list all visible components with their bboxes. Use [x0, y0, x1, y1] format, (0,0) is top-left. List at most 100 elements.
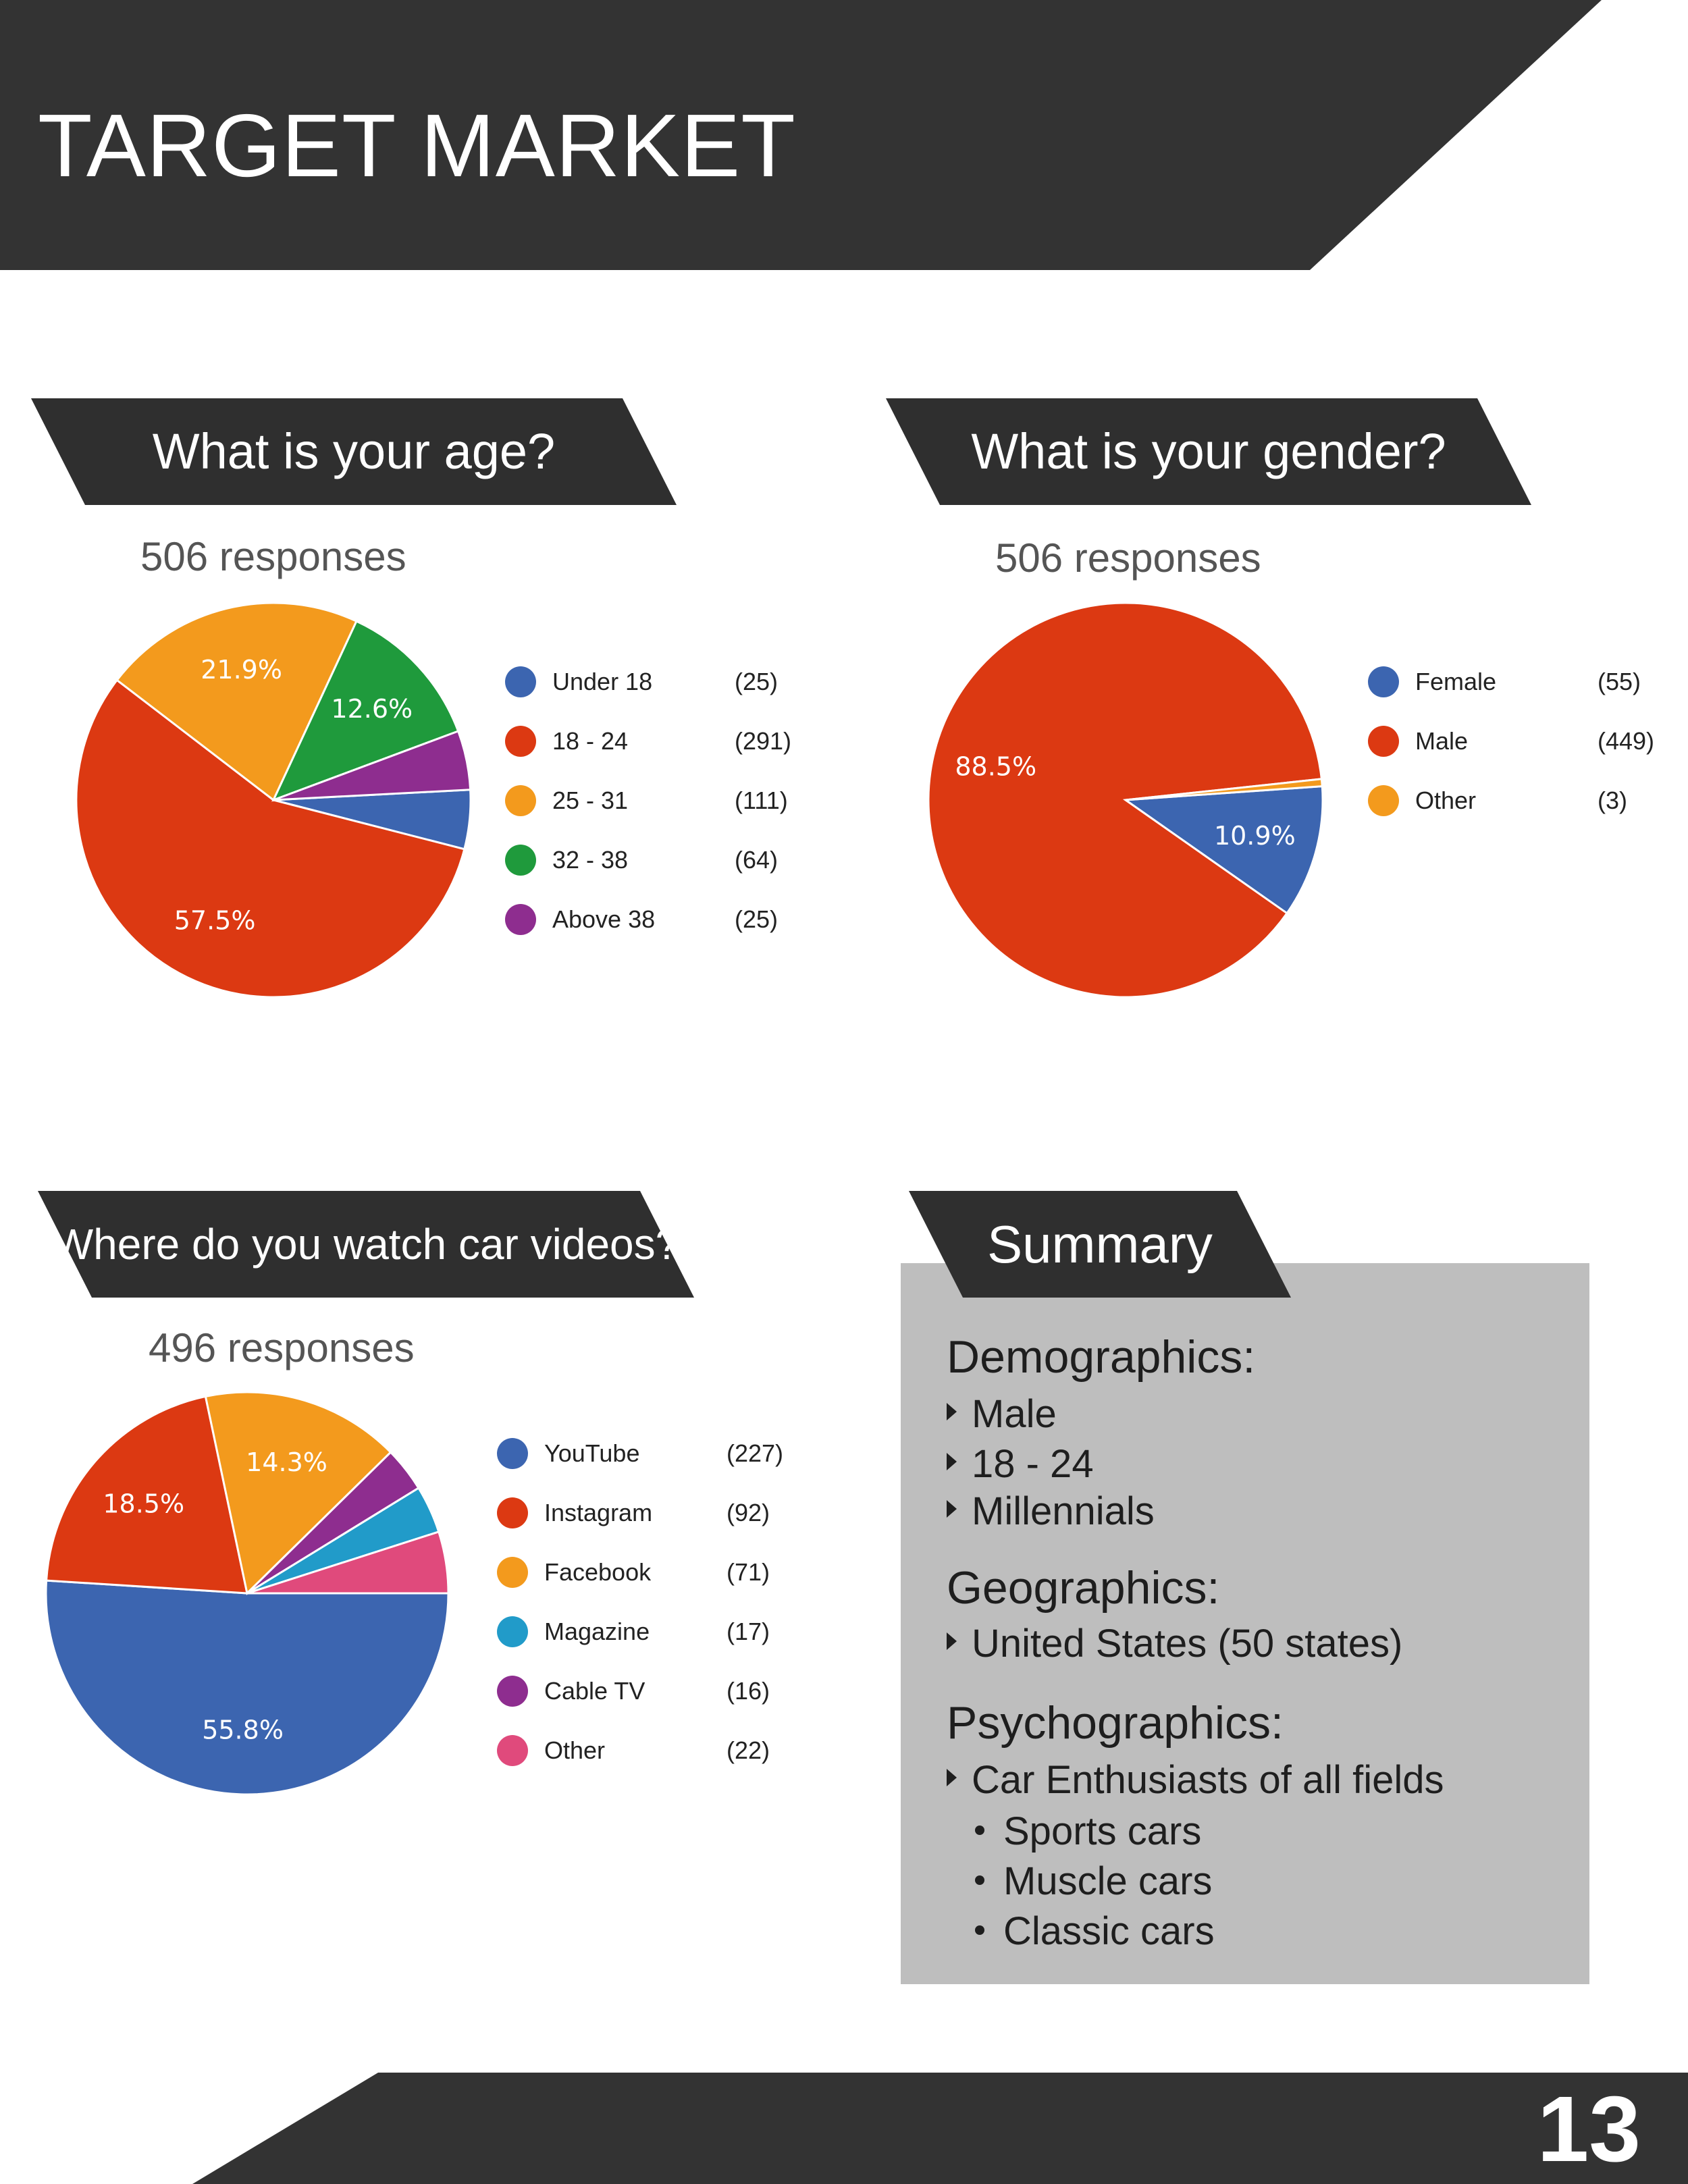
pie-slice-female: [1122, 785, 1324, 915]
legend-label: Magazine: [544, 1618, 650, 1645]
psychographics-subitem: Sports cars: [975, 1809, 1201, 1854]
triangle-bullet-icon: [947, 1453, 957, 1470]
pie-slice-32-38: [271, 620, 460, 802]
legend-swatch-icon: [497, 1616, 528, 1647]
triangle-bullet-icon: [947, 1500, 957, 1518]
pie-percent-label: 57.5%: [174, 906, 256, 936]
legend-swatch-icon: [497, 1557, 528, 1588]
legend-label: 18 - 24: [552, 727, 629, 755]
pie-percent-label: 18.5%: [103, 1489, 184, 1518]
legend-count: (17): [727, 1618, 770, 1645]
psychographics-item: Car Enthusiasts of all fields: [947, 1757, 1444, 1803]
legend-count: (25): [735, 905, 779, 933]
demographics-item: 18 - 24: [947, 1441, 1094, 1487]
pie-slice-other: [1125, 778, 1323, 801]
legend-item: Female (55): [1368, 666, 1688, 699]
legend-count: (3): [1598, 787, 1627, 814]
legend-swatch-icon: [505, 845, 536, 876]
legend-swatch-icon: [1368, 785, 1399, 816]
age-responses: 506 responses: [140, 534, 406, 579]
legend-swatch-icon: [505, 785, 536, 816]
legend-count: (111): [735, 787, 788, 814]
legend-swatch-icon: [497, 1676, 528, 1707]
videos-responses: 496 responses: [149, 1325, 415, 1370]
legend-count: (92): [727, 1499, 770, 1526]
legend-label: Instagram: [544, 1499, 653, 1526]
gender-responses: 506 responses: [995, 535, 1261, 581]
legend-swatch-icon: [497, 1735, 528, 1766]
summary-section-header: Summary: [909, 1191, 1291, 1298]
legend-count: (16): [727, 1677, 770, 1705]
psychographics-subitem: Classic cars: [975, 1909, 1215, 1954]
legend-count: (291): [735, 727, 792, 755]
summary-box: Demographics: Male 18 - 24 Millennials G…: [901, 1263, 1589, 1984]
legend-count: (55): [1598, 668, 1641, 695]
demographics-item: Millennials: [947, 1489, 1155, 1534]
dot-bullet-icon: [975, 1875, 984, 1885]
dot-bullet-icon: [975, 1826, 984, 1835]
legend-count: (25): [735, 668, 779, 695]
psychographics-subitem: Muscle cars: [975, 1859, 1212, 1904]
pie-percent-label: 12.6%: [331, 694, 413, 724]
videos-question: Where do you watch car videos?: [52, 1220, 680, 1269]
legend-count: (64): [735, 846, 779, 874]
gender-section-header: What is your gender?: [886, 398, 1531, 505]
legend-item: Male (449): [1368, 726, 1688, 758]
page-title: TARGET MARKET: [38, 96, 796, 195]
legend-item: 18 - 24 (291): [505, 726, 856, 758]
legend-item: Above 38 (25): [505, 904, 856, 936]
legend-label: 25 - 31: [552, 787, 629, 814]
legend-swatch-icon: [497, 1497, 528, 1528]
legend-item: Facebook (71): [497, 1557, 848, 1589]
pie-slice-instagram: [45, 1395, 248, 1595]
legend-count: (71): [727, 1558, 770, 1586]
legend-count: (22): [727, 1736, 770, 1764]
triangle-bullet-icon: [947, 1403, 957, 1420]
legend-item: YouTube (227): [497, 1438, 848, 1470]
legend-item: Instagram (92): [497, 1497, 848, 1530]
age-pie-chart: 57.5% 21.9% 12.6%: [75, 602, 472, 998]
legend-item: 25 - 31 (111): [505, 785, 856, 818]
legend-label: Facebook: [544, 1558, 652, 1586]
triangle-bullet-icon: [947, 1632, 957, 1650]
legend-label: YouTube: [544, 1439, 640, 1467]
legend-swatch-icon: [505, 904, 536, 935]
demographics-heading: Demographics:: [947, 1331, 1256, 1383]
pie-slice-youtube: [45, 1579, 450, 1796]
legend-label: Female: [1415, 668, 1497, 695]
geographics-item: United States (50 states): [947, 1621, 1402, 1666]
gender-question: What is your gender?: [971, 423, 1446, 479]
demographics-item: Male: [947, 1391, 1057, 1437]
pie-slice-male: [927, 602, 1323, 998]
psychographics-heading: Psychographics:: [947, 1697, 1284, 1749]
legend-swatch-icon: [497, 1438, 528, 1469]
pie-percent-label: 14.3%: [246, 1447, 327, 1477]
pie-percent-label: 21.9%: [201, 655, 282, 685]
legend-label: Cable TV: [544, 1677, 645, 1705]
legend-label: Above 38: [552, 905, 656, 933]
bottom-banner: [192, 2073, 1688, 2184]
legend-label: 32 - 38: [552, 846, 629, 874]
legend-label: Male: [1415, 727, 1469, 755]
legend-swatch-icon: [1368, 726, 1399, 757]
page-number: 13: [1537, 2077, 1641, 2181]
gender-pie-chart: 10.9% 88.5%: [927, 602, 1324, 998]
pie-percent-label: 88.5%: [955, 751, 1036, 781]
legend-item: Other (3): [1368, 785, 1688, 818]
age-section-header: What is your age?: [31, 398, 677, 505]
legend-item: 32 - 38 (64): [505, 845, 856, 877]
pie-percent-label: 10.9%: [1214, 821, 1296, 851]
pie-percent-label: 55.8%: [202, 1715, 284, 1745]
dot-bullet-icon: [975, 1925, 984, 1935]
top-banner: [0, 0, 1602, 270]
pie-slice-18-24: [75, 678, 466, 998]
legend-item: Other (22): [497, 1735, 848, 1767]
summary-title: Summary: [987, 1215, 1213, 1274]
age-question: What is your age?: [152, 423, 556, 479]
legend-item: Under 18 (25): [505, 666, 856, 699]
legend-swatch-icon: [505, 666, 536, 697]
pie-slice-above-38: [273, 730, 472, 801]
legend-label: Other: [1415, 787, 1477, 814]
legend-count: (449): [1598, 727, 1655, 755]
legend-swatch-icon: [505, 726, 536, 757]
